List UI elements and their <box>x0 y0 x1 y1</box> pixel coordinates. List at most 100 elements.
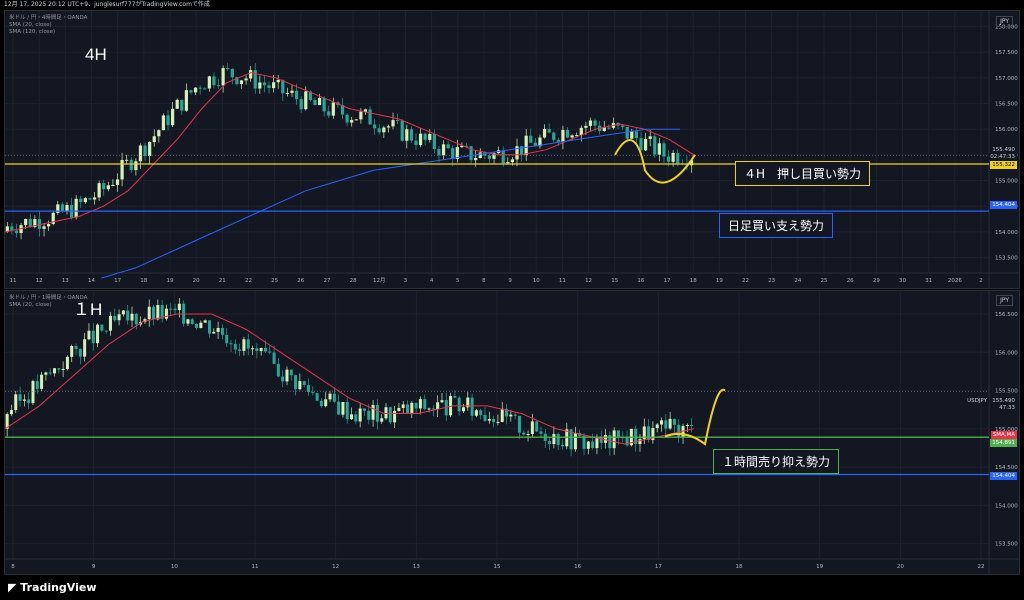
candle-body <box>457 397 461 412</box>
symbol-label[interactable]: 米ドル / 円・1時間足・OANDA <box>9 295 88 301</box>
candle-body <box>79 198 83 203</box>
candle-body <box>70 346 74 357</box>
candle-body <box>474 158 478 161</box>
candle-body <box>268 351 272 353</box>
candle-body <box>377 128 381 133</box>
candle-body <box>505 408 509 417</box>
candle-body <box>126 310 130 321</box>
candle-body <box>212 331 216 334</box>
blue-level-tag: 154.404 <box>990 472 1017 480</box>
candle-body <box>414 140 418 145</box>
sma120-label[interactable]: SMA (120, close) <box>9 29 56 35</box>
candle-body <box>263 347 267 352</box>
candle-body <box>479 410 483 415</box>
candle-body <box>595 437 599 449</box>
candle-body <box>242 339 246 351</box>
candle-body <box>526 434 530 436</box>
y-tick-label: 154.000 <box>995 230 1018 236</box>
candle-body <box>10 226 14 231</box>
candle-body <box>341 402 345 415</box>
currency-badge[interactable]: JPY <box>996 295 1013 306</box>
candle-body <box>14 230 19 234</box>
candle-body <box>350 414 354 420</box>
candle-body <box>418 133 423 145</box>
candle-body <box>48 372 52 374</box>
x-tick-label: 20 <box>897 564 904 570</box>
candle-body <box>37 219 42 229</box>
x-tick-label: 17 <box>664 278 671 284</box>
candle-body <box>621 125 625 127</box>
x-tick-label: 10 <box>171 564 178 570</box>
chart-4h-canvas[interactable]: 158.000157.500157.000156.500156.000155.5… <box>5 11 1019 288</box>
candle-body <box>625 126 629 139</box>
y-tick-label: 154.000 <box>995 503 1018 509</box>
candle-body <box>290 90 294 93</box>
chart-panel-4h[interactable]: 158.000157.500157.000156.500156.000155.5… <box>4 10 1020 289</box>
candle-body <box>655 424 659 429</box>
currency-badge[interactable]: JPY <box>996 16 1013 27</box>
candle-body <box>180 99 184 111</box>
candle-body <box>40 374 44 389</box>
countdown-tag: 47:33 <box>997 404 1017 412</box>
candle-body <box>469 146 473 161</box>
chart-header-info: 12月 17, 2025 20:12 UTC+9、junglesurf777がT… <box>0 0 1024 10</box>
candle-body <box>186 319 190 324</box>
candle-body <box>384 407 388 419</box>
y-tick-label: 155.500 <box>995 389 1018 395</box>
sma120-line <box>101 128 680 279</box>
candle-body <box>138 145 143 162</box>
candle-body <box>328 393 332 400</box>
x-tick-label: 18 <box>736 564 743 570</box>
candle-body <box>579 127 583 136</box>
x-tick-label: 2 <box>979 278 983 284</box>
candle-body <box>74 198 78 218</box>
candle-body <box>216 327 220 332</box>
candle-body <box>586 441 590 449</box>
tradingview-logo[interactable]: ◤ TradingView <box>8 581 97 594</box>
sma20-label[interactable]: SMA (20, close) <box>9 22 52 28</box>
candle-body <box>302 381 306 386</box>
candle-body <box>556 139 560 142</box>
candle-body <box>515 146 519 160</box>
candle-body <box>157 130 161 137</box>
sma-tag: SMA,MA <box>990 431 1017 439</box>
candle-body <box>409 129 413 141</box>
candle-body <box>207 320 211 334</box>
candle-body <box>152 136 156 143</box>
blue-level-tag: 154.404 <box>990 201 1017 209</box>
symbol-label[interactable]: 米ドル / 円・4時間足・OANDA <box>9 15 88 21</box>
x-tick-label: 26 <box>297 278 304 284</box>
candle-body <box>423 399 427 409</box>
candle-body <box>359 111 363 120</box>
sma20-label[interactable]: SMA (20, close) <box>9 302 52 308</box>
candle-body <box>616 430 620 438</box>
candle-body <box>33 219 37 227</box>
candle-body <box>634 131 639 139</box>
candle-body <box>169 308 173 310</box>
candle-body <box>129 159 133 171</box>
candle-body <box>522 432 526 435</box>
candle-body <box>506 162 510 164</box>
candle-body <box>677 424 681 438</box>
timeframe-label: １H <box>73 300 103 319</box>
x-tick-label: 12 <box>585 278 592 284</box>
chart-1h-canvas[interactable]: 156.500 156.000 155.500 155.000 154.500 154.0… <box>5 291 1019 574</box>
y-tick-label: 157.000 <box>995 76 1018 82</box>
chart-panel-1h[interactable]: 156.500 156.000 155.500 155.000 154.500 154.0… <box>4 290 1020 575</box>
last-price-tag: 155.490 <box>990 146 1017 154</box>
candle-body <box>639 138 643 151</box>
candle-body <box>152 306 156 320</box>
y-tick-label: 153.500 <box>995 542 1018 548</box>
candle-body <box>311 392 315 394</box>
candle-body <box>104 330 108 332</box>
candle-body <box>483 414 487 421</box>
candle-body <box>171 108 175 126</box>
x-tick-label: 12 <box>36 278 43 284</box>
candle-body <box>294 90 299 100</box>
candle-body <box>689 160 694 166</box>
candle-body <box>285 92 290 94</box>
candle-body <box>100 324 104 331</box>
candle-body <box>354 119 358 121</box>
candle-body <box>460 145 464 148</box>
candle-body <box>195 323 199 329</box>
